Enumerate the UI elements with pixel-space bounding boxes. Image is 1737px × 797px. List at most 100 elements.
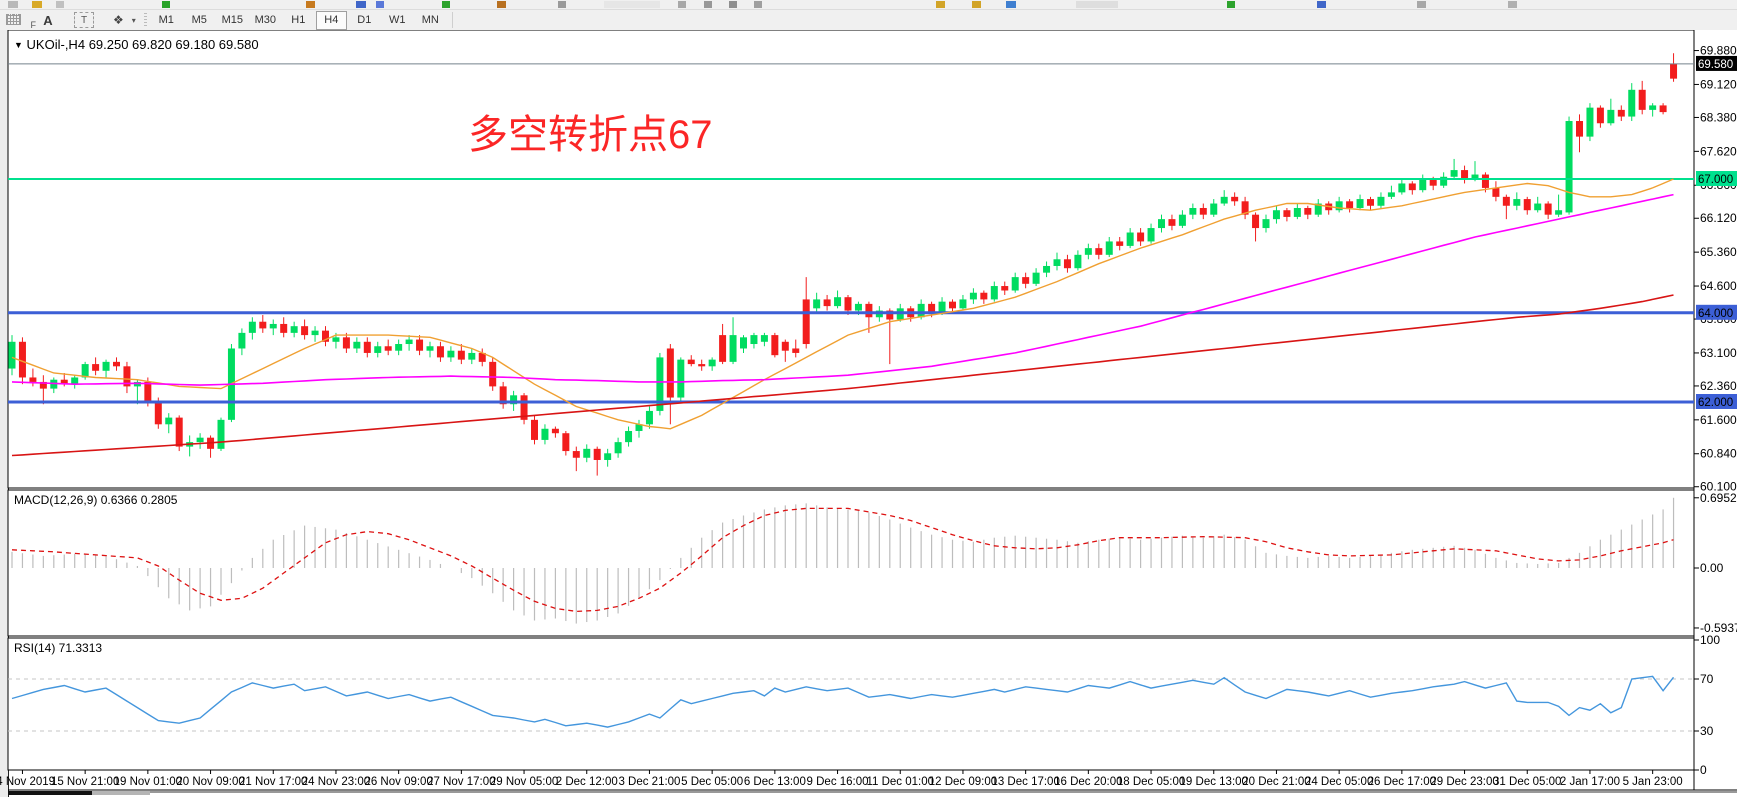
shapes-icon: ❖ [113, 13, 124, 27]
timeframe-button-m5[interactable]: M5 [191, 14, 207, 26]
svg-text:65.360: 65.360 [1700, 245, 1737, 259]
svg-text:-0.5937: -0.5937 [1700, 621, 1737, 635]
rsi-label: RSI(14) 71.3313 [14, 641, 103, 655]
svg-text:2 Jan 17:00: 2 Jan 17:00 [1560, 776, 1620, 788]
svg-text:63.100: 63.100 [1700, 346, 1737, 360]
svg-text:30: 30 [1700, 724, 1714, 738]
chart-canvas[interactable]: 69.88069.12068.38067.62066.86066.12065.3… [0, 30, 1737, 797]
toolbar-icon-stub [729, 1, 737, 8]
symbol-ohlc: 69.250 69.820 69.180 69.580 [88, 37, 259, 52]
svg-text:0.00: 0.00 [1700, 561, 1724, 575]
toolbar-icon-stub [1006, 1, 1016, 8]
toolbar-icon-stub [32, 1, 42, 8]
toolbar-icon-stub [604, 1, 660, 8]
svg-text:0: 0 [1700, 763, 1707, 777]
toolbar-icon-stub [1227, 1, 1235, 8]
toolbar-icon-stub [497, 1, 506, 8]
svg-text:69.880: 69.880 [1700, 44, 1737, 58]
svg-text:13 Dec 17:00: 13 Dec 17:00 [991, 776, 1059, 788]
svg-text:5 Jan 23:00: 5 Jan 23:00 [1623, 776, 1683, 788]
svg-text:68.380: 68.380 [1700, 110, 1737, 124]
svg-text:62.000: 62.000 [1698, 397, 1733, 409]
svg-text:5 Dec 05:00: 5 Dec 05:00 [681, 776, 743, 788]
svg-text:9 Dec 16:00: 9 Dec 16:00 [807, 776, 869, 788]
toolbar-icon-stub [56, 1, 64, 8]
toolbar-icon-stub [754, 1, 762, 8]
chevron-down-icon: ▾ [131, 15, 136, 25]
toolbar-icon-stub [558, 1, 566, 8]
chart-window[interactable]: 69.88069.12068.38067.62066.86066.12065.3… [0, 30, 1737, 797]
svg-text:31 Dec 05:00: 31 Dec 05:00 [1493, 776, 1561, 788]
toolbar-icon-stub [442, 1, 450, 8]
timeframe-button-m1[interactable]: M1 [158, 14, 174, 26]
svg-text:24 Dec 05:00: 24 Dec 05:00 [1305, 776, 1373, 788]
toolbar-icon-stub [8, 1, 18, 8]
timeframe-button-h4[interactable]: H4 [315, 10, 347, 30]
svg-text:69.580: 69.580 [1698, 59, 1733, 71]
toolbar-icon-stub [356, 1, 366, 8]
toolbar-icon-stub [704, 1, 712, 8]
svg-text:18 Dec 05:00: 18 Dec 05:00 [1117, 776, 1185, 788]
symbol-name: UKOil-,H4 [26, 37, 86, 52]
timeframe-button-mn[interactable]: MN [421, 14, 439, 26]
svg-text:2 Dec 12:00: 2 Dec 12:00 [556, 776, 618, 788]
svg-text:14 Nov 2019: 14 Nov 2019 [0, 776, 55, 788]
timeframe-button-d1[interactable]: D1 [357, 14, 372, 26]
macd-label: MACD(12,26,9) 0.6366 0.2805 [14, 493, 178, 507]
grid-dots-icon [6, 13, 21, 25]
toolbar-icon-stub [936, 1, 945, 8]
svg-text:24 Nov 23:00: 24 Nov 23:00 [302, 776, 370, 788]
svg-text:3 Dec 21:00: 3 Dec 21:00 [618, 776, 680, 788]
svg-text:26 Nov 09:00: 26 Nov 09:00 [364, 776, 432, 788]
svg-text:62.360: 62.360 [1700, 379, 1737, 393]
timeframe-group: M1 M5 M15 M30 H1 H4 D1 W1 MN [150, 10, 447, 30]
text-label-button[interactable]: T [70, 11, 98, 29]
toolbar-icon-stub [1508, 1, 1517, 8]
svg-text:29 Dec 23:00: 29 Dec 23:00 [1430, 776, 1498, 788]
svg-text:6 Dec 13:00: 6 Dec 13:00 [744, 776, 806, 788]
toolbar-icon-stub [1417, 1, 1426, 8]
svg-text:61.600: 61.600 [1700, 413, 1737, 427]
toolbar-icon-stub [972, 1, 981, 8]
svg-text:20 Nov 09:00: 20 Nov 09:00 [176, 776, 244, 788]
toolbar-separator [451, 12, 453, 28]
svg-text:66.120: 66.120 [1700, 211, 1737, 225]
svg-text:19 Nov 01:00: 19 Nov 01:00 [114, 776, 182, 788]
toolbar-grip[interactable] [143, 13, 147, 27]
svg-text:60.840: 60.840 [1700, 447, 1737, 461]
timeframe-button-w1[interactable]: W1 [389, 14, 406, 26]
text-label-icon: T [74, 12, 94, 28]
toolbar-icon-stub [1076, 1, 1118, 8]
indicator-grid-icon[interactable]: F [6, 13, 36, 30]
toolbar-icon-stub [1317, 1, 1326, 8]
text-annotation-button[interactable]: A [43, 12, 53, 28]
shapes-button[interactable]: ❖ ▾ [104, 11, 139, 29]
svg-text:70: 70 [1700, 672, 1714, 686]
toolbar-icon-stub [162, 1, 170, 8]
svg-text:12 Dec 09:00: 12 Dec 09:00 [929, 776, 997, 788]
timeframe-button-m30[interactable]: M30 [254, 14, 276, 26]
svg-text:60.100: 60.100 [1700, 480, 1737, 494]
symbol-dropdown-icon[interactable]: ▼ [14, 40, 23, 50]
svg-text:0.6952: 0.6952 [1700, 491, 1737, 505]
main-toolbar: F A T ❖ ▾ M1 M5 M15 M30 H1 H4 D1 W1 MN [0, 10, 1737, 31]
svg-text:29 Nov 05:00: 29 Nov 05:00 [490, 776, 558, 788]
svg-text:67.000: 67.000 [1698, 174, 1733, 186]
toolbar-icon-stub [678, 1, 686, 8]
svg-text:64.600: 64.600 [1700, 279, 1737, 293]
svg-text:21 Nov 17:00: 21 Nov 17:00 [239, 776, 307, 788]
timeframe-button-m15[interactable]: M15 [221, 14, 243, 26]
svg-text:19 Dec 13:00: 19 Dec 13:00 [1180, 776, 1248, 788]
svg-text:16 Dec 20:00: 16 Dec 20:00 [1054, 776, 1122, 788]
svg-text:67.620: 67.620 [1700, 144, 1737, 158]
svg-text:27 Nov 17:00: 27 Nov 17:00 [427, 776, 495, 788]
svg-text:11 Dec 01:00: 11 Dec 01:00 [866, 776, 934, 788]
svg-text:15 Nov 21:00: 15 Nov 21:00 [51, 776, 119, 788]
chart-annotation-text: 多空转折点67 [468, 113, 713, 157]
svg-text:64.000: 64.000 [1698, 308, 1733, 320]
toolbar-icon-stub [306, 1, 315, 8]
svg-text:100: 100 [1700, 633, 1720, 647]
toolbar-icon-stub [376, 1, 384, 8]
timeframe-button-h1[interactable]: H1 [291, 14, 306, 26]
